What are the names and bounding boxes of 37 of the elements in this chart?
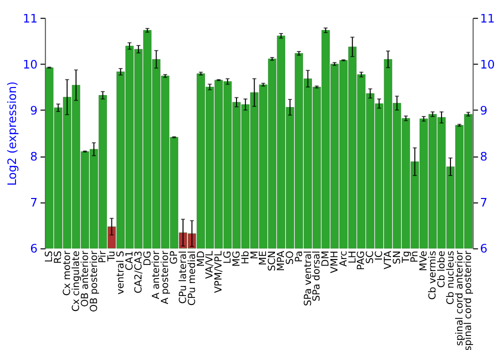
x-tick-label: MG xyxy=(231,250,242,267)
x-tick-label: Cb lobe xyxy=(436,250,448,288)
y2-tick-label: 9 xyxy=(480,103,488,118)
x-tick-label: Tg xyxy=(400,250,412,264)
x-tick-label: spinal cord posterior xyxy=(463,250,474,350)
y-tick-label: 10 xyxy=(22,57,38,72)
y-tick-label: 8 xyxy=(30,150,38,164)
x-tick-label: Hb xyxy=(240,250,252,264)
y-tick-label: 9 xyxy=(30,103,38,118)
x-tick-label: SO xyxy=(284,250,296,265)
y2-tick-label: 11 xyxy=(480,11,495,26)
x-tick-label: Cb nucleus xyxy=(445,250,456,305)
y2-tick-label: 7 xyxy=(480,196,488,210)
y-axis-title: Log2 (expression) xyxy=(4,81,19,186)
x-tick-label: Cx cingulate xyxy=(70,250,82,312)
x-tick-label: Arc xyxy=(338,250,350,267)
x-tick-label: Pa xyxy=(294,250,305,262)
y2-tick-label: 8 xyxy=(480,150,488,164)
x-tick-label: VMH xyxy=(329,250,340,274)
x-tick-label: OB posterior xyxy=(88,250,100,312)
y2-tick-label: 10 xyxy=(480,57,495,72)
y-tick-label: 7 xyxy=(30,196,38,210)
x-tick-label: RS xyxy=(53,250,64,264)
x-tick-label: CPu lateral xyxy=(178,250,189,304)
y-tick-label: 6 xyxy=(30,242,38,256)
x-tick-label: OB anterior xyxy=(80,250,91,307)
x-tick-label: DG xyxy=(142,250,154,266)
y2-tick-label: 6 xyxy=(480,242,488,256)
y-tick-label: 11 xyxy=(22,11,38,26)
x-tick-label: CPu medial xyxy=(186,250,198,306)
x-tick-label: A posterior xyxy=(160,250,172,304)
x-tick-label: MVe xyxy=(418,250,430,272)
x-tick-label: CA1 xyxy=(124,250,136,270)
x-tick-label: VTA xyxy=(382,250,394,270)
x-tick-label: SN xyxy=(392,250,403,264)
x-tick-label: CA2/CA3 xyxy=(133,250,144,294)
x-tick-label: GP xyxy=(169,250,180,264)
